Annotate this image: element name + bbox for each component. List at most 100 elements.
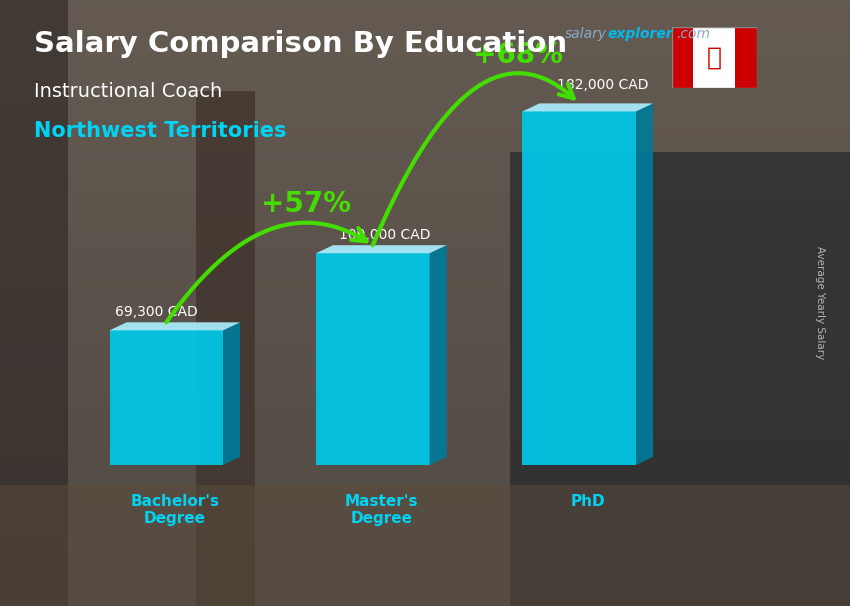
Bar	[0, 255, 850, 261]
Bar	[0, 448, 850, 454]
Bar	[0, 521, 850, 527]
Bar	[0, 467, 850, 473]
Bar	[0, 327, 850, 333]
Text: Salary Comparison By Education: Salary Comparison By Education	[34, 30, 567, 58]
Polygon shape	[110, 330, 223, 465]
Polygon shape	[636, 104, 653, 465]
Bar	[0, 291, 850, 297]
Bar	[0, 36, 850, 42]
Bar	[0, 67, 850, 73]
Bar	[0, 224, 850, 230]
Bar	[0, 545, 850, 551]
Bar	[0, 152, 850, 158]
Bar	[0, 30, 850, 36]
Polygon shape	[523, 104, 653, 112]
Text: PhD: PhD	[570, 494, 605, 509]
Bar	[693, 27, 735, 88]
Polygon shape	[316, 245, 446, 253]
Bar	[0, 200, 850, 206]
Text: Bachelor's
Degree: Bachelor's Degree	[130, 494, 219, 527]
Bar	[0, 509, 850, 515]
Bar	[0, 588, 850, 594]
Bar	[0, 418, 850, 424]
Bar	[0, 170, 850, 176]
Bar	[0, 412, 850, 418]
Bar	[0, 442, 850, 448]
Bar	[0, 133, 850, 139]
Bar	[0, 261, 850, 267]
Text: 182,000 CAD: 182,000 CAD	[557, 78, 648, 92]
Bar	[0, 539, 850, 545]
Bar	[0, 376, 850, 382]
Bar	[0, 600, 850, 606]
Bar	[0, 61, 850, 67]
Bar	[510, 152, 850, 606]
Bar	[0, 394, 850, 400]
Bar	[0, 297, 850, 303]
Text: explorer: explorer	[608, 27, 673, 41]
Bar	[0, 109, 850, 115]
Bar	[0, 461, 850, 467]
Bar	[0, 267, 850, 273]
Bar	[0, 85, 850, 91]
Bar	[0, 321, 850, 327]
Bar	[0, 339, 850, 345]
Polygon shape	[223, 322, 241, 465]
Bar	[0, 582, 850, 588]
Bar	[0, 430, 850, 436]
Bar	[0, 454, 850, 461]
Bar	[196, 91, 255, 606]
Bar	[0, 424, 850, 430]
Bar	[0, 103, 850, 109]
Bar	[0, 12, 850, 18]
Text: 109,000 CAD: 109,000 CAD	[338, 228, 430, 242]
Bar	[0, 388, 850, 394]
Bar	[0, 497, 850, 503]
Bar	[0, 370, 850, 376]
Bar	[0, 558, 850, 564]
Bar	[0, 382, 850, 388]
Bar	[0, 212, 850, 218]
Bar	[0, 473, 850, 479]
Bar	[0, 309, 850, 315]
Text: 🍁: 🍁	[706, 45, 722, 70]
Bar	[0, 436, 850, 442]
Bar	[0, 194, 850, 200]
Bar	[0, 273, 850, 279]
Bar	[0, 73, 850, 79]
Bar	[0, 315, 850, 321]
Text: +57%: +57%	[262, 190, 351, 218]
Bar	[0, 127, 850, 133]
Bar	[0, 121, 850, 127]
Bar	[0, 79, 850, 85]
Bar	[0, 236, 850, 242]
Polygon shape	[523, 112, 636, 465]
Bar	[735, 27, 756, 88]
Bar	[0, 279, 850, 285]
Bar	[672, 27, 693, 88]
Bar	[0, 164, 850, 170]
Bar	[0, 188, 850, 194]
Bar	[0, 400, 850, 406]
Bar	[0, 206, 850, 212]
Bar	[0, 218, 850, 224]
Bar	[0, 333, 850, 339]
Bar	[0, 576, 850, 582]
Bar	[0, 594, 850, 600]
Bar	[0, 491, 850, 497]
Text: Average Yearly Salary: Average Yearly Salary	[815, 247, 825, 359]
Bar	[0, 91, 850, 97]
Bar	[0, 503, 850, 509]
Bar	[0, 176, 850, 182]
Bar	[0, 6, 850, 12]
Bar	[0, 248, 850, 255]
Bar	[0, 551, 850, 558]
Bar	[0, 42, 850, 48]
Bar	[0, 158, 850, 164]
Bar	[0, 0, 68, 606]
Bar	[0, 570, 850, 576]
Bar	[0, 97, 850, 103]
Bar	[0, 230, 850, 236]
Bar	[0, 55, 850, 61]
Bar	[0, 115, 850, 121]
